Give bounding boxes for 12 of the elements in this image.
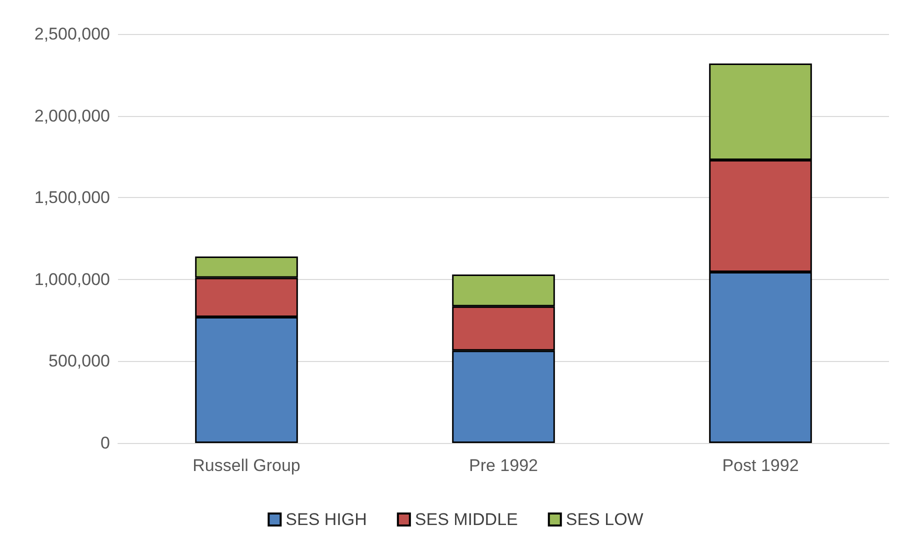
legend-label: SES LOW xyxy=(566,510,644,529)
y-tick-label: 500,000 xyxy=(48,352,110,371)
x-tick-label: Pre 1992 xyxy=(469,456,538,475)
y-tick-label: 2,000,000 xyxy=(34,106,110,126)
y-tick-label: 1,500,000 xyxy=(34,188,110,208)
legend-label: SES HIGH xyxy=(286,510,367,529)
x-tick-label: Russell Group xyxy=(192,456,300,475)
x-tick-label: Post 1992 xyxy=(722,456,799,475)
y-tick-label: 0 xyxy=(100,434,110,452)
y-tick-label: 1,000,000 xyxy=(34,270,110,289)
y-tick-label: 2,500,000 xyxy=(34,24,110,44)
legend-label: SES MIDDLE xyxy=(414,510,518,529)
